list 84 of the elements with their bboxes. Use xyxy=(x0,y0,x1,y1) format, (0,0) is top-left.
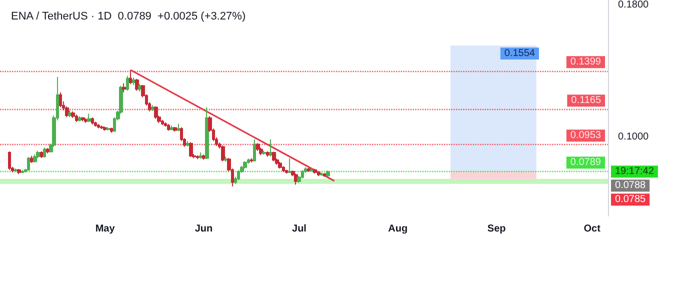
candlestick xyxy=(294,172,298,186)
candlestick xyxy=(237,170,240,181)
candlestick xyxy=(278,161,282,170)
text: ENA / TetherUS · 1D 0.0789 +0.0025 (+3.27%) xyxy=(11,10,246,22)
candlestick xyxy=(126,75,129,92)
candlestick xyxy=(91,116,94,126)
candlestick xyxy=(154,106,158,120)
candlestick xyxy=(8,150,11,170)
candlestick xyxy=(33,154,37,163)
candlestick xyxy=(243,160,247,170)
candlestick xyxy=(167,124,170,132)
ref-line-label: 0.1399 xyxy=(570,56,602,68)
candlestick xyxy=(59,92,62,108)
candlestick xyxy=(250,158,253,163)
candlestick xyxy=(285,169,288,174)
candlestick xyxy=(253,138,256,162)
x-tick-label: Aug xyxy=(388,224,408,234)
candlestick xyxy=(173,126,177,132)
ref-line-label: 0.1165 xyxy=(571,95,602,106)
candlestick xyxy=(36,150,40,159)
candlestick xyxy=(259,147,263,156)
candlestick xyxy=(221,144,225,162)
x-tick-label: Oct xyxy=(584,224,602,234)
candlestick xyxy=(177,123,180,132)
candlestick xyxy=(122,82,126,93)
candlestick xyxy=(27,156,30,172)
ref-line-label: 0.0789 xyxy=(570,157,602,168)
candlestick xyxy=(87,113,91,123)
candlestick xyxy=(94,121,97,128)
y-tick-label: 0.1800 xyxy=(618,0,650,10)
candlestick xyxy=(132,77,135,86)
candlestick xyxy=(317,170,320,177)
candlestick xyxy=(71,110,75,118)
candlestick xyxy=(262,150,266,156)
candlestick xyxy=(189,142,193,158)
candlestick xyxy=(256,142,260,152)
candlestick xyxy=(301,170,304,179)
candlestick xyxy=(266,150,269,158)
candlestick xyxy=(326,170,330,177)
candlestick xyxy=(272,151,276,162)
y-tick-label: 0.1000 xyxy=(618,131,650,142)
candlestick xyxy=(81,116,85,122)
text: 0.0788 xyxy=(615,180,646,192)
candlestick xyxy=(170,125,174,131)
x-tick-label: Jul xyxy=(292,224,307,234)
candlestick xyxy=(186,140,190,147)
candlestick xyxy=(151,104,155,112)
candlestick xyxy=(40,150,43,158)
candlestick xyxy=(313,168,317,174)
candlestick xyxy=(288,158,291,174)
candlestick xyxy=(68,110,72,118)
candlestick xyxy=(196,154,199,160)
candlestick xyxy=(129,69,132,85)
candlestick xyxy=(78,116,81,122)
x-tick-label: May xyxy=(95,224,116,234)
candlestick xyxy=(199,152,202,160)
candlestick xyxy=(282,166,285,172)
candlestick xyxy=(323,172,326,178)
candlestick xyxy=(164,122,167,128)
data-label: 0.1554 xyxy=(504,48,536,60)
x-tick-label: Jun xyxy=(194,224,213,234)
candlestick xyxy=(135,78,139,92)
candlestick xyxy=(100,125,104,130)
candlestick xyxy=(161,120,164,126)
candlestick xyxy=(46,148,49,154)
candlestick xyxy=(224,156,228,162)
candlestick xyxy=(97,124,100,129)
x-tick-label: Sep xyxy=(487,224,506,234)
candlestick xyxy=(75,114,78,123)
candlestick xyxy=(65,106,69,118)
ref-line-label: 0.0953 xyxy=(570,130,602,142)
candlestick xyxy=(43,147,46,158)
candlestick xyxy=(21,170,24,174)
text: 0.0785 xyxy=(615,194,646,206)
candlestick xyxy=(106,126,110,131)
candlestick xyxy=(17,168,21,174)
candlestick xyxy=(110,127,113,134)
candlestick xyxy=(202,154,205,160)
candlestick xyxy=(320,172,323,176)
text: 19:17:42 xyxy=(615,166,654,178)
candlestick xyxy=(205,106,209,160)
candlestick xyxy=(269,138,272,157)
candlestick xyxy=(247,158,250,164)
candlestick xyxy=(307,167,311,172)
